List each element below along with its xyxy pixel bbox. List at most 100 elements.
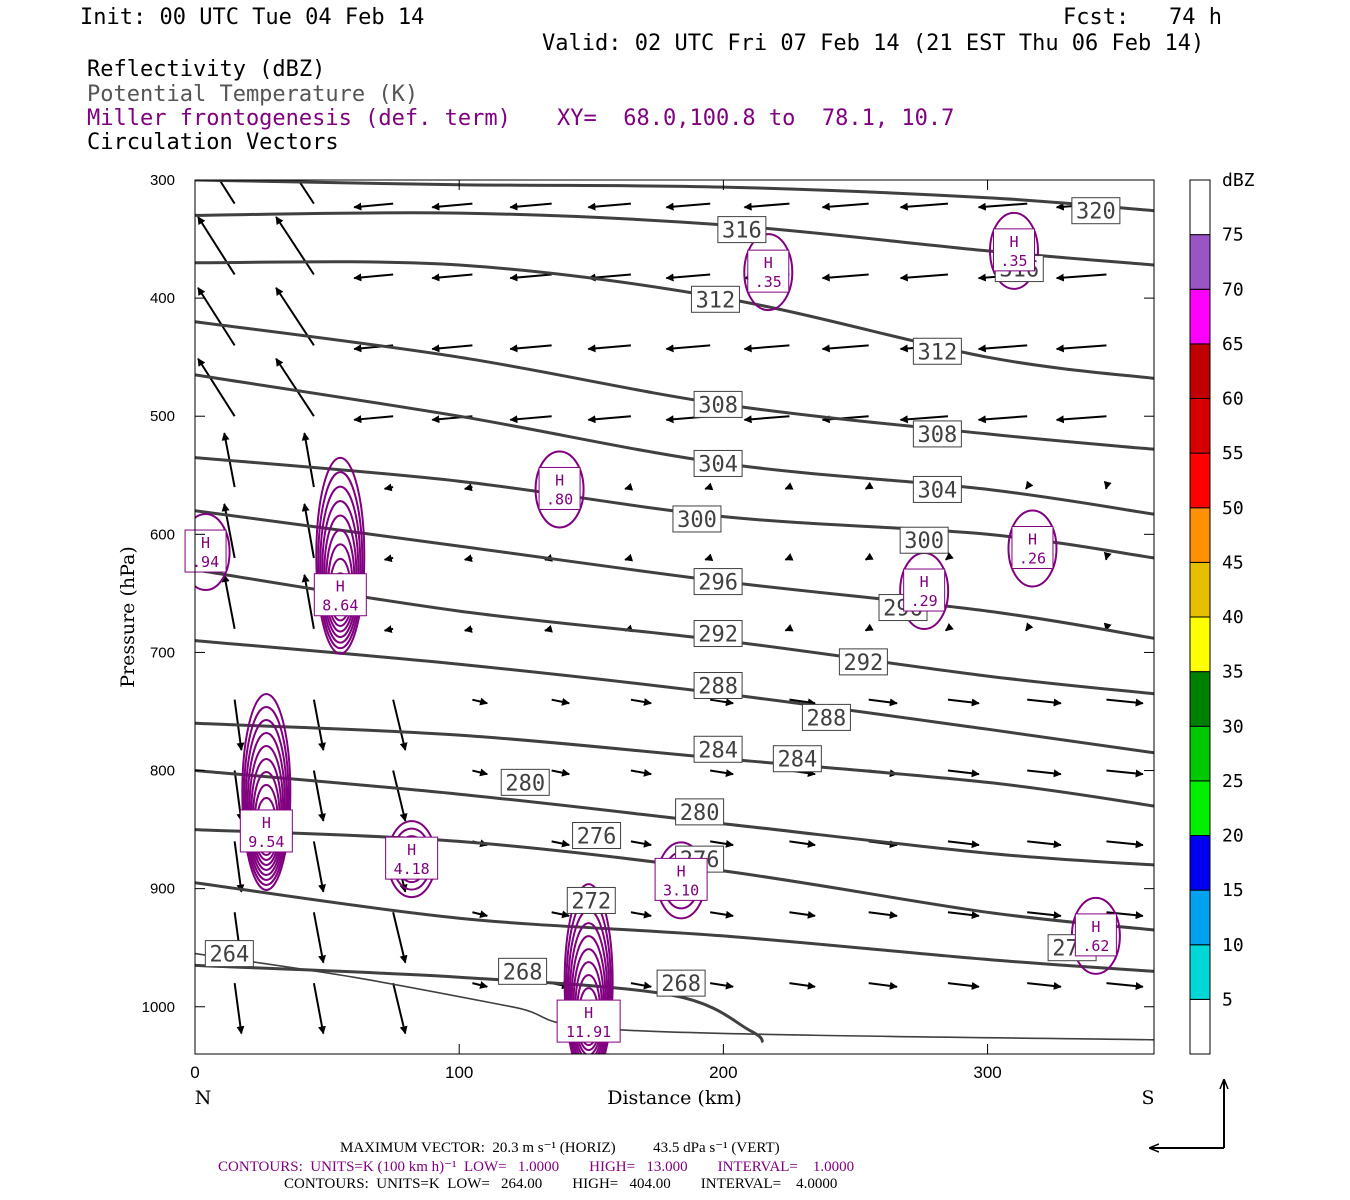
fronto-max-3: H4.18 (385, 836, 439, 880)
colorbar-swatch (1189, 616, 1211, 673)
fronto-max-10: H.29 (903, 568, 946, 612)
svg-text:276: 276 (577, 825, 617, 850)
y-tick-label: 400 (150, 290, 175, 307)
fronto-max-4: H11.91 (556, 999, 621, 1043)
svg-text:272: 272 (571, 889, 611, 914)
svg-text:.29: .29 (911, 592, 938, 610)
y-tick-label: 900 (150, 881, 175, 898)
axes: 300 400 500 600 700 800 900 1000 0 100 200 300 Dista… (117, 172, 1155, 1109)
colorbar-label: 75 (1222, 225, 1244, 246)
colorbar-label: 40 (1222, 607, 1244, 628)
svg-text:H: H (262, 814, 271, 832)
x-tick-label: 300 (973, 1063, 1001, 1082)
svg-text:304: 304 (698, 452, 738, 477)
colorbar-label: 50 (1222, 498, 1244, 519)
y-tick-label: 700 (150, 644, 175, 661)
south-label: S (1141, 1087, 1154, 1109)
svg-text:H: H (920, 573, 929, 591)
svg-text:280: 280 (680, 801, 720, 826)
fronto-max-8: H.35 (992, 228, 1035, 272)
dbz-colorbar: 5 10 15 20 25 30 35 40 45 50 55 60 65 70 75 dBZ (1189, 170, 1255, 1055)
colorbar-swatch (1189, 507, 1211, 563)
theta-label-268-0: 268 (498, 957, 548, 985)
theta-label-304-0: 304 (693, 449, 743, 477)
theta-contour-308 (195, 320, 1154, 451)
frontogenesis-contours (195, 211, 1121, 1054)
svg-text:.80: .80 (546, 490, 573, 508)
fronto-max-11: H.62 (1074, 913, 1117, 957)
plot-frame (194, 179, 1155, 1055)
theta-label-308-1: 308 (912, 420, 962, 448)
theta-label-284-1: 284 (772, 745, 822, 773)
svg-text:4.18: 4.18 (394, 860, 430, 878)
svg-text:284: 284 (777, 748, 817, 773)
fronto-max-1: H8.64 (313, 573, 367, 617)
theta-contour-note: CONTOURS: UNITS=K LOW= 264.00 HIGH= 404.… (284, 1176, 838, 1192)
svg-text:288: 288 (698, 675, 738, 700)
theta-label-288-0: 288 (693, 672, 743, 700)
theta-contour-320 (195, 180, 1154, 213)
fronto-max-5: H3.10 (654, 857, 708, 901)
theta-label-312-1: 312 (912, 337, 962, 365)
svg-text:292: 292 (698, 623, 738, 648)
theta-contour-272 (195, 881, 1154, 973)
svg-text:H: H (764, 254, 773, 272)
theta-label-292-1: 292 (838, 648, 888, 676)
colorbar-label: 45 (1222, 552, 1244, 573)
colorbar-label: 20 (1222, 826, 1244, 847)
svg-text:H: H (1009, 233, 1018, 251)
svg-text:11.91: 11.91 (566, 1023, 611, 1041)
svg-text:288: 288 (807, 706, 847, 731)
colorbar-swatch (1189, 288, 1211, 345)
svg-text:304: 304 (917, 478, 957, 503)
fronto-max-2: H9.54 (239, 809, 293, 853)
svg-text:8.64: 8.64 (322, 597, 358, 615)
field-theta: Potential Temperature (K) (87, 82, 419, 107)
theta-contour-288 (195, 639, 1154, 755)
theta-label-316-0: 316 (717, 216, 767, 244)
colorbar-label: 35 (1222, 662, 1244, 683)
svg-text:9.54: 9.54 (248, 833, 284, 851)
svg-text:292: 292 (844, 651, 884, 676)
north-label: N (195, 1087, 212, 1109)
svg-text:H: H (336, 578, 345, 596)
colorbar-swatch (1189, 398, 1211, 454)
svg-text:312: 312 (917, 340, 957, 365)
init-time: Init: 00 UTC Tue 04 Feb 14 (80, 5, 425, 30)
svg-text:312: 312 (696, 288, 736, 313)
x-tick-label: 100 (445, 1063, 473, 1082)
colorbar-swatch (1189, 234, 1211, 290)
field-vectors: Circulation Vectors (87, 130, 339, 155)
colorbar-swatch (1189, 835, 1211, 891)
x-axis-label: Distance (km) (607, 1087, 742, 1109)
theta-label-312-0: 312 (690, 285, 740, 313)
colorbar-label: 60 (1222, 389, 1244, 410)
y-tick-label: 1000 (142, 999, 175, 1016)
colorbar-label: 55 (1222, 443, 1244, 464)
x-tick-label: 0 (190, 1063, 199, 1082)
colorbar-label: 5 (1222, 989, 1233, 1010)
svg-text:268: 268 (661, 972, 701, 997)
svg-text:308: 308 (917, 423, 957, 448)
svg-text:H: H (677, 862, 686, 880)
cross-section-endpoints: XY= 68.0,100.8 to 78.1, 10.7 (557, 106, 955, 131)
theta-label-292-0: 292 (693, 620, 743, 648)
svg-text:.26: .26 (1019, 549, 1046, 567)
colorbar-label: 30 (1222, 716, 1244, 737)
valid-time: Valid: 02 UTC Fri 07 Feb 14 (21 EST Thu … (542, 31, 1205, 56)
field-reflectivity: Reflectivity (dBZ) (87, 57, 326, 82)
colorbar-swatch (1189, 725, 1211, 782)
colorbar-swatch (1189, 780, 1211, 836)
colorbar-swatch (1189, 671, 1211, 727)
theta-label-280-1: 280 (675, 798, 725, 826)
svg-text:264: 264 (209, 943, 249, 968)
colorbar-label: 70 (1222, 279, 1244, 300)
svg-text:H: H (1091, 918, 1100, 936)
theta-label-296-0: 296 (693, 568, 743, 596)
colorbar-label: 25 (1222, 771, 1244, 792)
colorbar-swatch (1189, 561, 1211, 618)
colorbar-swatch (1189, 452, 1211, 509)
forecast-hour: Fcst: 74 h (1063, 5, 1222, 30)
colorbar-title: dBZ (1222, 170, 1255, 191)
